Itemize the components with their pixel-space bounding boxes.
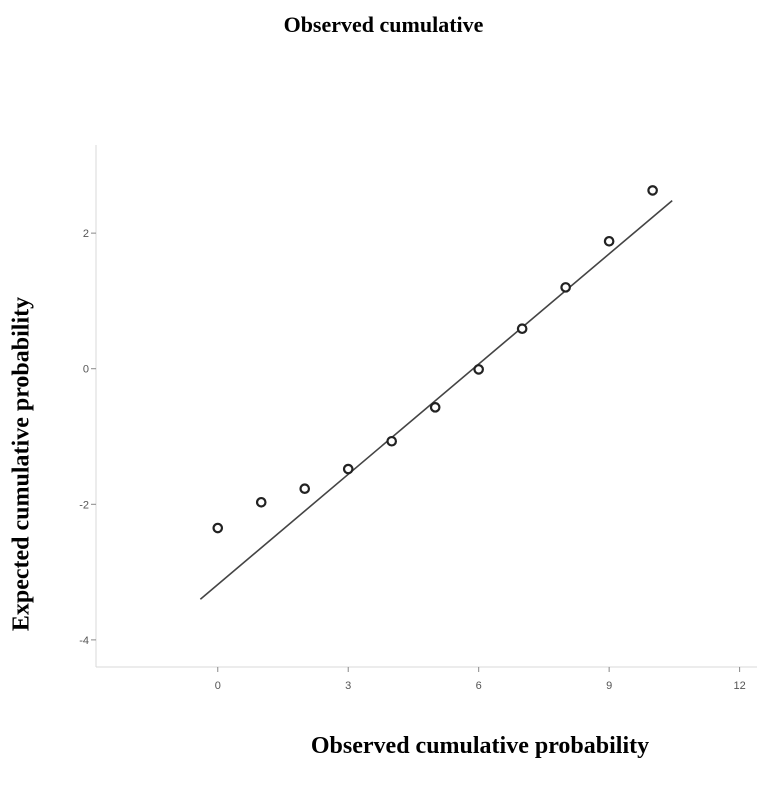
x-tick-label-3: 3: [345, 680, 351, 692]
axes: 0 3 6 9 12 2 0 -2 -4: [79, 145, 757, 692]
data-point-3: [342, 463, 354, 475]
y-tick-label--4: -4: [79, 635, 89, 647]
x-tick-label-12: 12: [733, 680, 745, 692]
x-tick-label-6: 6: [476, 680, 482, 692]
y-tick-label--2: -2: [79, 499, 89, 511]
reference-line-group: [199, 199, 673, 600]
data-points: [212, 185, 658, 534]
data-point-9: [603, 235, 615, 247]
x-axis-label: Observed cumulative probability: [310, 733, 650, 759]
y-axis-label: Expected cumulative probability: [8, 296, 35, 632]
data-point-6: [473, 364, 484, 375]
data-point-8: [560, 282, 571, 293]
reference-line: [199, 199, 673, 600]
data-point-0: [212, 522, 224, 534]
data-point-5: [429, 402, 441, 413]
x-tick-label-9: 9: [606, 680, 612, 692]
y-tick-label-0: 0: [83, 364, 89, 376]
data-point-7: [516, 323, 528, 335]
y-tick-label-2: 2: [83, 228, 89, 240]
x-tick-label-0: 0: [215, 680, 221, 692]
chart-title: Observed cumulative: [283, 12, 484, 37]
data-point-10: [647, 185, 658, 196]
data-point-1: [255, 496, 267, 508]
data-point-2: [299, 483, 311, 495]
data-point-4: [386, 435, 398, 447]
